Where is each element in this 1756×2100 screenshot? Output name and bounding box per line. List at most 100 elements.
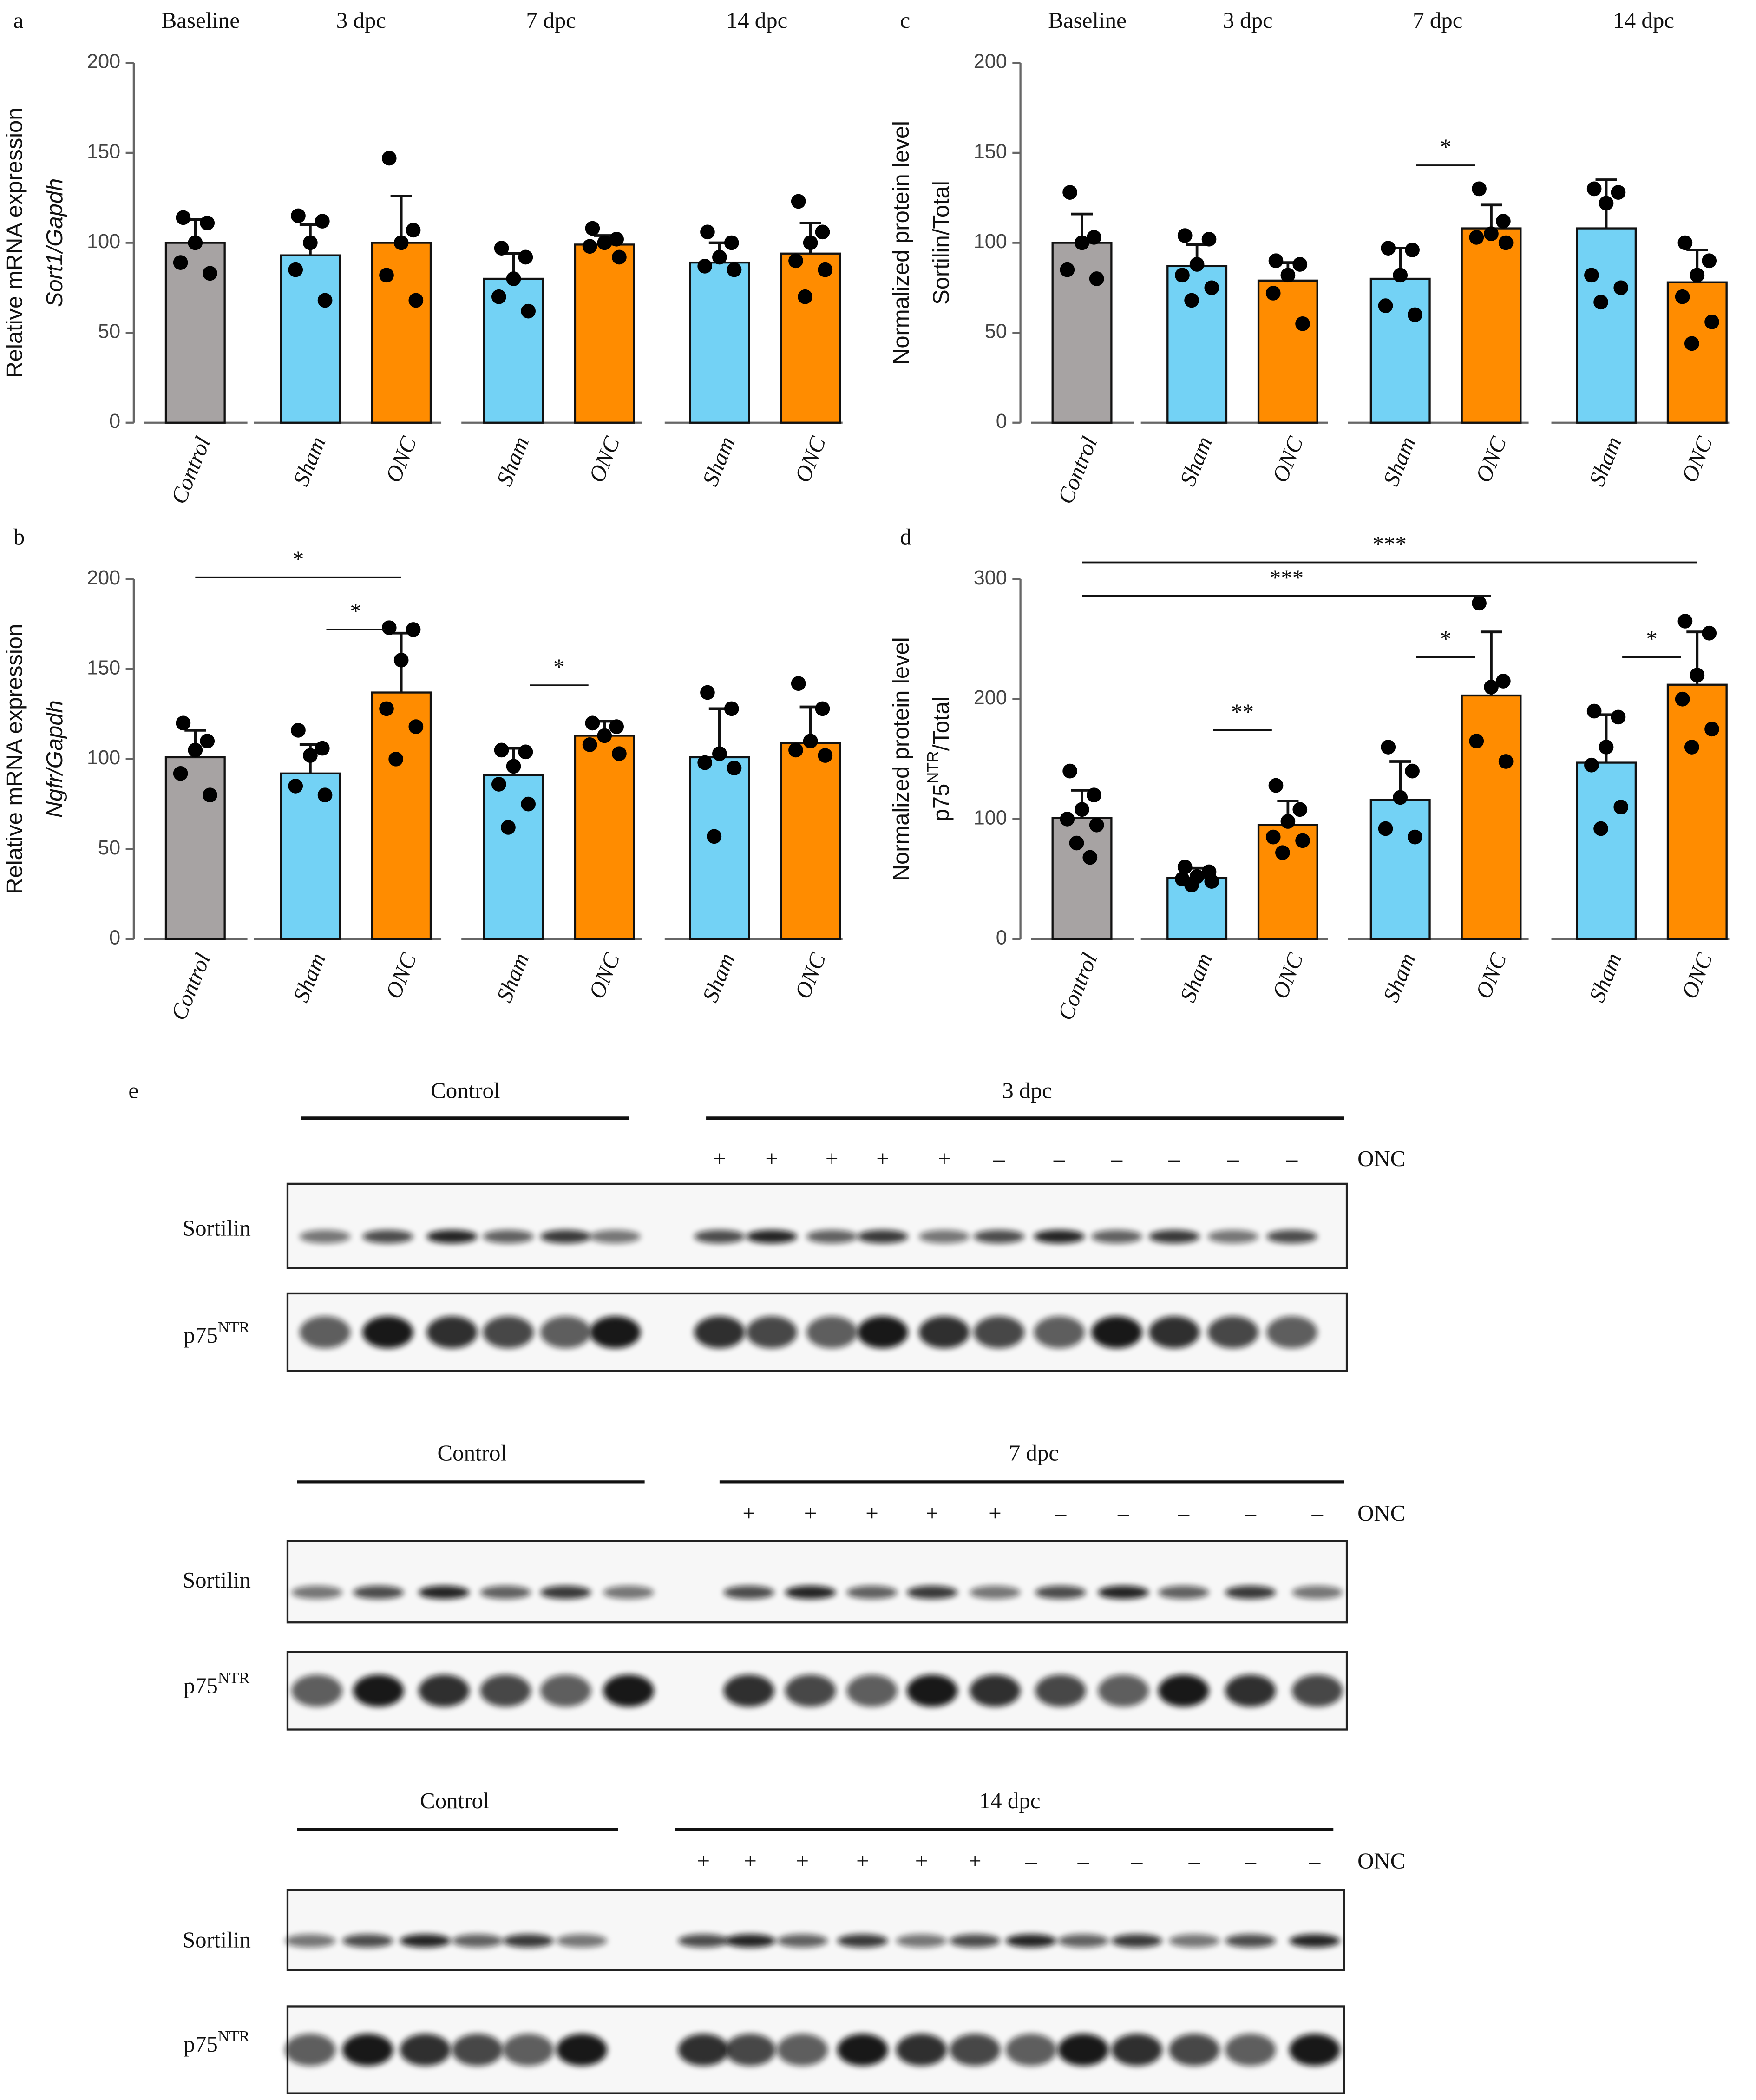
y-axis-label: Relative mRNA expression bbox=[2, 624, 27, 894]
onc-sign: + bbox=[744, 1848, 757, 1874]
data-point bbox=[1690, 268, 1705, 283]
data-point bbox=[1295, 316, 1310, 331]
data-point bbox=[1677, 235, 1693, 250]
text-run: Sort1/Gapdh bbox=[42, 178, 67, 308]
blot-band bbox=[1148, 1316, 1200, 1349]
onc-label: ONC bbox=[1357, 1848, 1405, 1874]
significance-label: * bbox=[1440, 626, 1451, 651]
blot-band bbox=[1091, 1230, 1142, 1244]
data-point bbox=[1295, 833, 1310, 848]
y-axis-label: Relative mRNA expression bbox=[2, 108, 27, 378]
bar bbox=[574, 735, 635, 940]
data-point bbox=[585, 715, 600, 731]
group-label: 14 dpc bbox=[1613, 7, 1674, 33]
data-point bbox=[803, 734, 818, 748]
y-tick-label: 200 bbox=[87, 567, 120, 589]
blot-band bbox=[342, 2034, 393, 2066]
data-point bbox=[1408, 829, 1422, 845]
blot-band bbox=[353, 1674, 404, 1707]
onc-sign: – bbox=[1188, 1848, 1200, 1874]
blot-group-label: 7 dpc bbox=[1009, 1440, 1059, 1466]
data-point bbox=[1292, 257, 1308, 272]
onc-sign: – bbox=[1245, 1848, 1257, 1874]
text-run: p75 bbox=[183, 1322, 217, 1348]
data-point bbox=[303, 235, 318, 250]
onc-sign: + bbox=[969, 1848, 982, 1874]
y-tick-label: 150 bbox=[974, 140, 1007, 163]
blot-band bbox=[1111, 1934, 1162, 1948]
onc-sign: + bbox=[742, 1500, 755, 1526]
data-point bbox=[200, 216, 215, 230]
data-point bbox=[727, 761, 742, 776]
bar bbox=[1369, 799, 1431, 940]
blot-band bbox=[483, 1230, 534, 1244]
blot-band bbox=[1148, 1230, 1200, 1244]
blot-band bbox=[1225, 1674, 1276, 1707]
data-point bbox=[518, 249, 533, 265]
data-point bbox=[393, 235, 409, 250]
y-tick-label: 50 bbox=[98, 837, 120, 859]
blot-band bbox=[400, 1934, 451, 1948]
blot-band bbox=[1289, 2034, 1340, 2066]
significance-label: * bbox=[553, 654, 564, 680]
blot-band bbox=[896, 2034, 947, 2066]
data-point bbox=[597, 728, 612, 743]
bar bbox=[371, 691, 432, 940]
data-point bbox=[1684, 740, 1699, 755]
bar bbox=[1257, 279, 1318, 424]
text-run: NTR bbox=[924, 751, 942, 783]
significance-label: * bbox=[293, 546, 304, 571]
data-point bbox=[1586, 703, 1602, 719]
y-axis-label: Sort1/Gapdh bbox=[42, 178, 67, 308]
text-run: Sortilin/Total bbox=[929, 181, 954, 305]
blot-band bbox=[556, 1934, 608, 1948]
data-point bbox=[406, 622, 421, 637]
y-tick-label: 150 bbox=[87, 140, 120, 163]
blot-frame bbox=[286, 1182, 1348, 1269]
data-point bbox=[317, 788, 333, 803]
onc-sign: – bbox=[1245, 1500, 1257, 1526]
onc-sign: – bbox=[993, 1146, 1005, 1171]
data-point bbox=[724, 701, 739, 716]
data-point bbox=[697, 259, 713, 274]
blot-band bbox=[1207, 1316, 1259, 1349]
blot-band bbox=[950, 2034, 1001, 2066]
blot-band bbox=[353, 1586, 404, 1599]
blot-band bbox=[777, 2034, 828, 2066]
data-point bbox=[609, 231, 624, 247]
data-point bbox=[1089, 817, 1104, 833]
blot-band bbox=[503, 2034, 554, 2066]
data-point bbox=[1405, 243, 1420, 257]
blot-band bbox=[1091, 1316, 1142, 1349]
data-point bbox=[1469, 230, 1484, 245]
data-point bbox=[815, 701, 830, 716]
data-point bbox=[1265, 829, 1281, 845]
blot-band bbox=[299, 1316, 351, 1349]
blot-band bbox=[694, 1230, 745, 1244]
y-axis-label: p75NTR/Total bbox=[924, 696, 954, 821]
data-point bbox=[1381, 740, 1396, 755]
blot-band bbox=[342, 1934, 393, 1948]
blot-band bbox=[746, 1230, 797, 1244]
y-tick-label: 200 bbox=[974, 687, 1007, 709]
data-point bbox=[1690, 668, 1705, 682]
data-point bbox=[1069, 835, 1084, 851]
blot-band bbox=[452, 2034, 503, 2066]
blot-band bbox=[973, 1230, 1025, 1244]
data-point bbox=[727, 262, 742, 277]
data-point bbox=[803, 235, 818, 250]
blot-row-label: Sortilin bbox=[183, 1567, 251, 1593]
onc-sign: + bbox=[826, 1146, 839, 1171]
bar bbox=[1051, 817, 1113, 940]
y-tick-label: 50 bbox=[98, 321, 120, 343]
bar bbox=[1461, 694, 1522, 940]
y-axis-label: Normalized protein level bbox=[889, 121, 914, 365]
group-label: 7 dpc bbox=[1413, 7, 1462, 33]
blot-band bbox=[480, 1586, 531, 1599]
data-point bbox=[1677, 614, 1693, 629]
blot-band bbox=[678, 2034, 729, 2066]
data-point bbox=[1496, 674, 1511, 689]
blot-band bbox=[480, 1674, 531, 1707]
onc-sign: + bbox=[856, 1848, 869, 1874]
